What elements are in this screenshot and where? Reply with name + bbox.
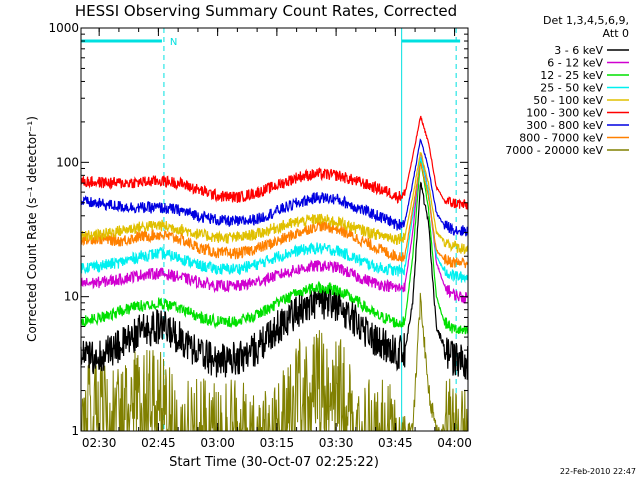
- y-axis: 1 10 100 1000: [48, 21, 468, 438]
- timestamp: 22-Feb-2010 22:47: [560, 467, 636, 476]
- legend-label: 100 - 300 keV: [526, 107, 603, 120]
- plot-frame: [80, 27, 469, 432]
- legend-label: 800 - 7000 keV: [519, 132, 603, 145]
- y-tick-label: 1: [71, 424, 79, 438]
- legend-label: 7000 - 20000 keV: [505, 144, 603, 157]
- x-tick-label: 02:30: [82, 436, 117, 450]
- chart-title: HESSI Observing Summary Count Rates, Cor…: [75, 2, 457, 20]
- series-line-6: [80, 138, 469, 237]
- data-series: [80, 115, 469, 432]
- series-line-1: [80, 152, 468, 304]
- legend-label: 6 - 12 keV: [547, 57, 603, 70]
- x-tick-label: 03:30: [319, 436, 354, 450]
- legend-label: 50 - 100 keV: [533, 94, 603, 107]
- x-axis: 02:30 02:45 03:00 03:15 03:30 03:45 04:00: [82, 28, 472, 450]
- series-line-8: [81, 292, 468, 432]
- y-axis-label: Corrected Count Rate (s⁻¹ detector⁻¹): [25, 116, 39, 342]
- x-tick-label: 03:45: [378, 436, 413, 450]
- legend-header-line-1: Det 1,3,4,5,6,9,: [543, 14, 629, 27]
- series-line-3: [80, 155, 469, 284]
- legend-header-line-2: Att 0: [603, 27, 629, 40]
- series-line-0: [80, 181, 469, 380]
- series-line-4: [80, 151, 469, 255]
- x-tick-label: 03:00: [200, 436, 235, 450]
- x-axis-label: Start Time (30-Oct-07 02:25:22): [169, 455, 379, 470]
- y-tick-label: 1000: [48, 21, 79, 35]
- series-line-5: [80, 115, 469, 210]
- legend-label: 25 - 50 keV: [540, 82, 603, 95]
- annotation-marker-label: N: [170, 37, 177, 48]
- legend-label: 12 - 25 keV: [540, 69, 603, 82]
- x-tick-label: 04:00: [437, 436, 472, 450]
- y-tick-label: 10: [64, 290, 79, 304]
- x-tick-label: 02:45: [141, 436, 176, 450]
- legend-label: 300 - 800 keV: [526, 119, 603, 132]
- series-line-7: [80, 161, 469, 269]
- x-tick-label: 03:15: [260, 436, 295, 450]
- legend-label: 3 - 6 keV: [554, 44, 603, 57]
- series-line-2: [80, 158, 469, 335]
- y-tick-label: 100: [56, 155, 79, 169]
